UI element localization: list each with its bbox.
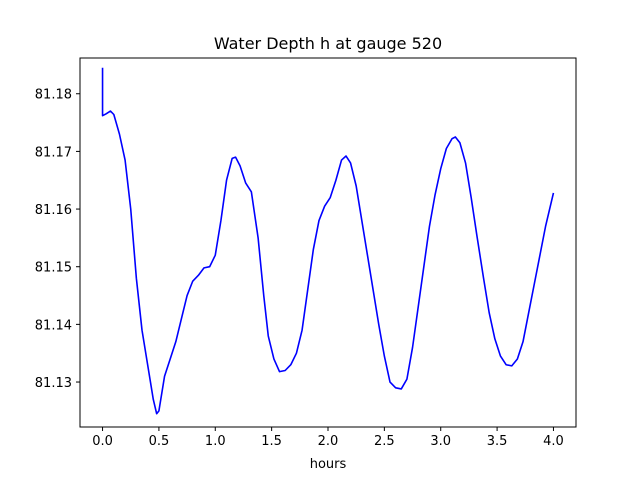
x-tick-label: 3.5 — [487, 434, 508, 449]
x-tick-label: 1.5 — [261, 434, 282, 449]
y-tick-label: 81.13 — [35, 376, 72, 391]
x-tick-label: 2.5 — [374, 434, 395, 449]
y-tick-label: 81.17 — [35, 145, 72, 160]
x-tick-label: 4.0 — [543, 434, 564, 449]
x-tick-label: 0.5 — [149, 434, 170, 449]
x-tick-label: 0.0 — [92, 434, 113, 449]
chart-title: Water Depth h at gauge 520 — [214, 34, 442, 53]
x-tick-label: 2.0 — [318, 434, 339, 449]
series-line-0 — [101, 67, 555, 415]
y-tick-label: 81.18 — [35, 88, 72, 103]
y-tick-label: 81.15 — [35, 261, 72, 276]
x-tick-label: 3.0 — [430, 434, 451, 449]
x-tick-label: 1.0 — [205, 434, 226, 449]
plot-area — [101, 67, 555, 415]
y-axis: 81.13 81.14 81.15 81.16 81.17 81.18 — [35, 88, 80, 391]
x-axis: 0.0 0.5 1.0 1.5 2.0 2.5 3.0 3.5 4.0 — [92, 427, 564, 449]
y-tick-label: 81.14 — [35, 318, 72, 333]
x-axis-label: hours — [310, 457, 347, 472]
y-tick-label: 81.16 — [35, 203, 72, 218]
